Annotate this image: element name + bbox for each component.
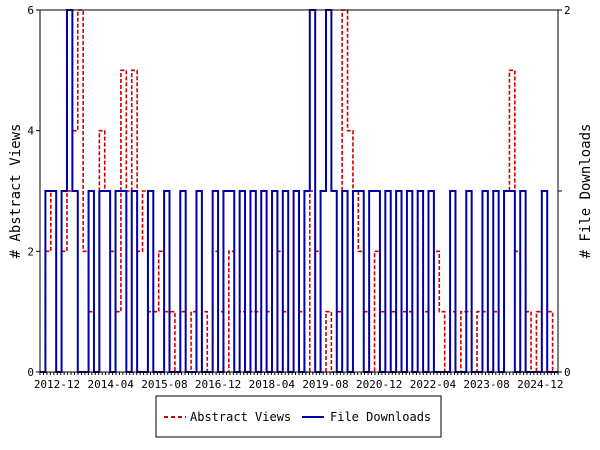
legend-label-abstract-views: Abstract Views — [190, 410, 291, 424]
x-tick-label: 2022-04 — [410, 378, 457, 391]
x-tick-label: 2020-12 — [356, 378, 402, 391]
x-tick-label: 2016-12 — [195, 378, 241, 391]
x-tick-label: 2012-12 — [34, 378, 80, 391]
y-left-tick-label: 4 — [27, 125, 34, 138]
x-tick-label: 2024-12 — [517, 378, 563, 391]
y-right-tick-label: 2 — [564, 4, 571, 17]
y-axis-left: 0 2 4 6 — [27, 4, 40, 379]
x-tick-label: 2018-04 — [249, 378, 296, 391]
y-right-tick-label: 0 — [564, 366, 571, 379]
y-left-tick-label: 0 — [27, 366, 34, 379]
x-tick-label: 2015-08 — [141, 378, 187, 391]
y-left-tick-label: 6 — [27, 4, 34, 17]
x-axis: 2012-12 2014-04 2015-08 2016-12 2018-04 2019-… — [34, 372, 563, 391]
x-tick-label: 2014-04 — [88, 378, 135, 391]
x-tick-label: 2019-08 — [302, 378, 348, 391]
legend: Abstract Views File Downloads — [155, 395, 442, 438]
x-tick-label: 2023-08 — [463, 378, 509, 391]
y-axis-left-title: # Abstract Views — [8, 124, 24, 259]
y-axis-right: 02 — [558, 4, 571, 379]
legend-box — [155, 395, 442, 438]
y-axis-right-title: # File Downloads — [578, 124, 594, 259]
y-left-tick-label: 2 — [27, 245, 34, 258]
legend-label-file-downloads: File Downloads — [330, 410, 431, 424]
